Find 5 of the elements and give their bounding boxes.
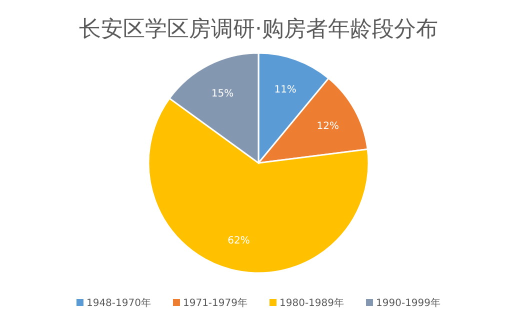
title: 长安区学区房调研·购房者年龄段分布 [79,17,438,42]
legend-label: 1990-1999年 [376,297,441,309]
legend-label: 1971-1979年 [182,297,248,309]
legend-label: 1948-1970年 [86,297,151,309]
legend-label: 1980-1989年 [280,297,344,309]
